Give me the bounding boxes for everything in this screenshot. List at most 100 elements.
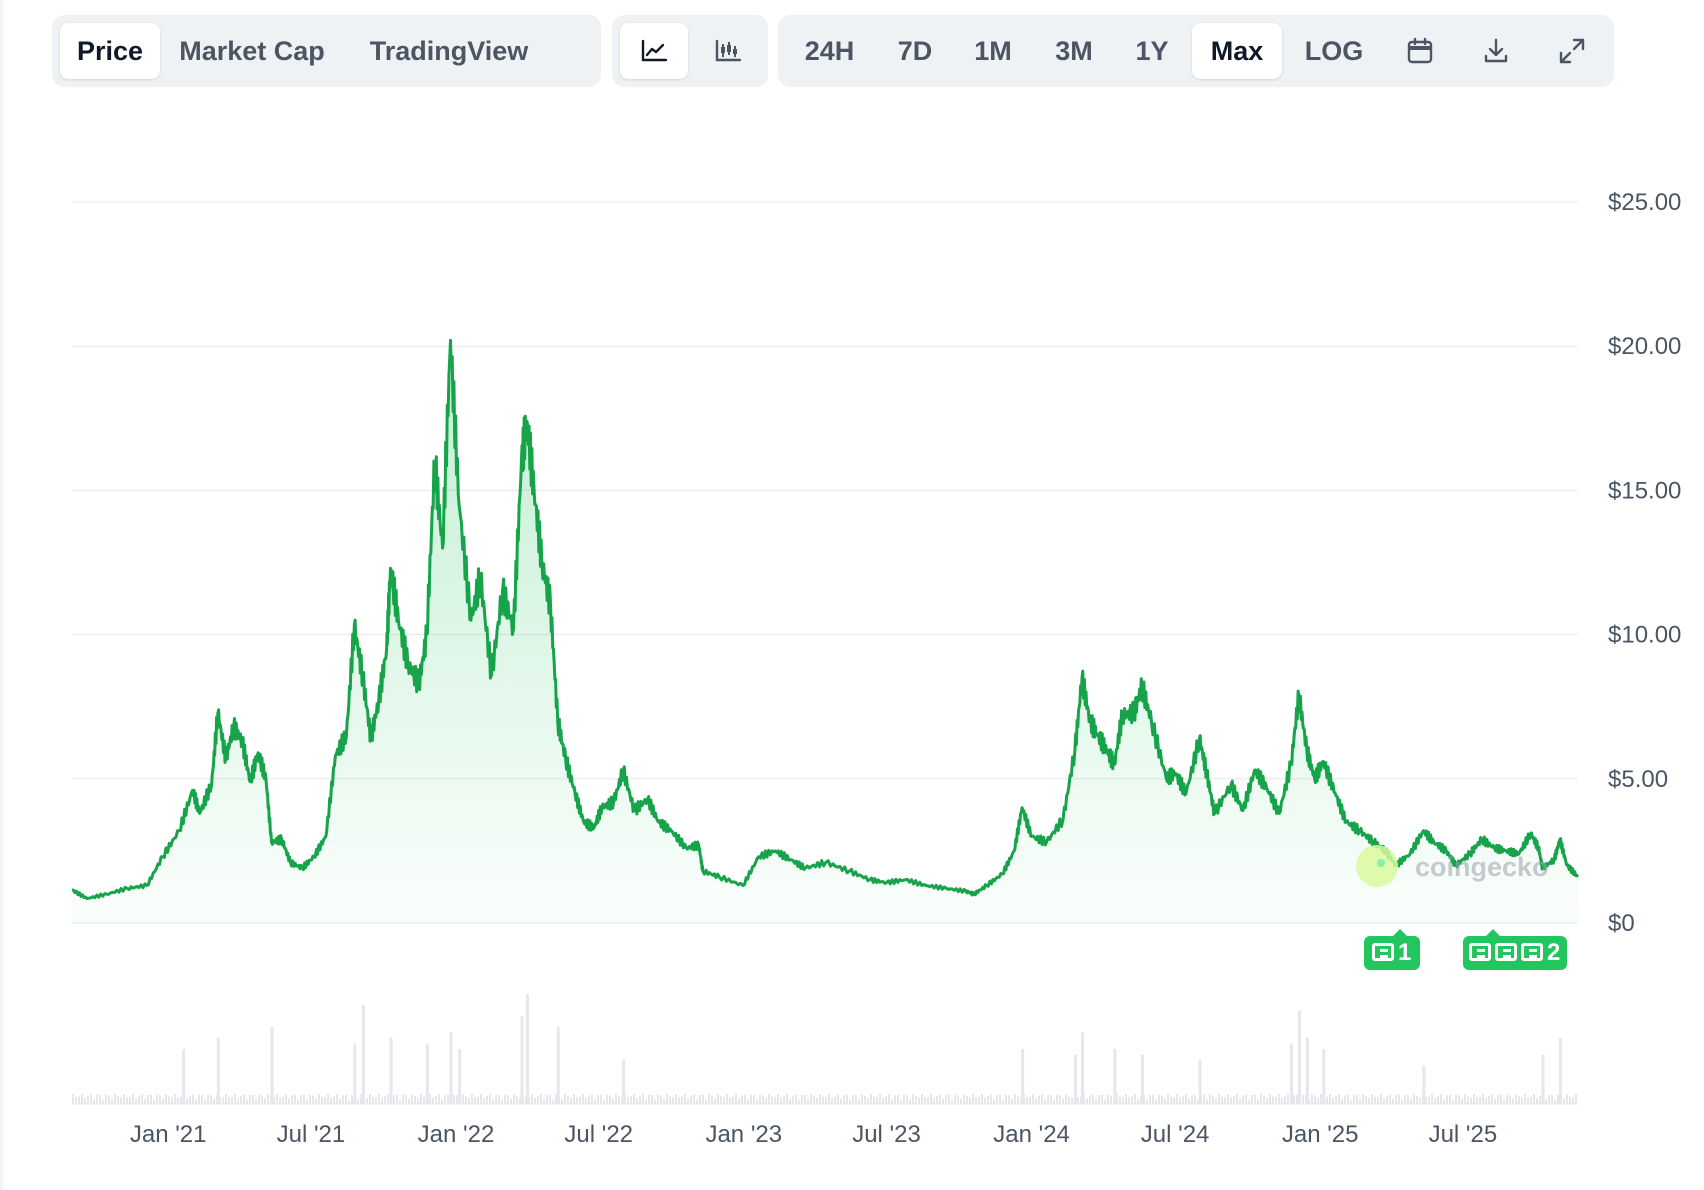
x-tick-label: Jan '24 xyxy=(993,1121,1070,1148)
volume-bar xyxy=(750,1094,752,1104)
volume-bar xyxy=(78,1096,80,1104)
volume-bar xyxy=(360,1094,362,1104)
volume-bar xyxy=(1289,1043,1293,1104)
volume-bar xyxy=(1322,1049,1326,1104)
volume-bar xyxy=(1029,1096,1031,1104)
volume-bar xyxy=(696,1099,698,1104)
range-24h[interactable]: 24H xyxy=(804,36,855,66)
volume-bar xyxy=(1506,1094,1508,1104)
news-count: 1 xyxy=(1398,939,1412,966)
y-tick-label: $15.00 xyxy=(1608,477,1681,504)
volume-bar xyxy=(147,1095,149,1104)
volume-bar xyxy=(447,1094,449,1104)
volume-bar xyxy=(1263,1095,1265,1104)
volume-bar xyxy=(1236,1094,1238,1104)
volume-bar xyxy=(474,1096,476,1104)
volume-bar xyxy=(387,1094,389,1104)
volume-bar xyxy=(204,1099,206,1104)
volume-bar xyxy=(1218,1094,1220,1104)
volume-bar xyxy=(1479,1096,1481,1104)
volume-bar xyxy=(1575,1094,1577,1104)
tab-price[interactable]: Price xyxy=(60,23,160,79)
volume-bar xyxy=(312,1095,314,1104)
volume-bar xyxy=(321,1096,323,1104)
volume-bar xyxy=(681,1096,683,1104)
volume-bar xyxy=(1551,1094,1553,1104)
news-marker-2[interactable]: 2 xyxy=(1463,929,1567,970)
candlestick-icon xyxy=(715,39,742,62)
volume-bar xyxy=(462,1094,464,1104)
volume-bar xyxy=(399,1099,401,1104)
range-max[interactable]: Max xyxy=(1192,23,1282,79)
volume-bar xyxy=(882,1097,884,1104)
volume-bar xyxy=(1470,1097,1472,1104)
volume-bar xyxy=(990,1094,992,1104)
calendar-icon xyxy=(1407,37,1433,64)
volume-bar xyxy=(783,1096,785,1104)
calendar-button[interactable] xyxy=(1386,23,1454,79)
volume-bar xyxy=(1548,1094,1550,1104)
volume-bar xyxy=(1449,1094,1451,1104)
volume-bar xyxy=(636,1098,638,1104)
volume-bar xyxy=(684,1094,686,1104)
volume-bar xyxy=(834,1096,836,1104)
volume-bar xyxy=(1515,1094,1517,1104)
volume-bar xyxy=(849,1099,851,1104)
range-1m[interactable]: 1M xyxy=(974,36,1012,66)
tab-tradingview[interactable]: TradingView xyxy=(369,36,529,66)
volume-bar xyxy=(342,1095,344,1104)
volume-bar xyxy=(279,1097,281,1104)
volume-bar xyxy=(1545,1099,1547,1104)
volume-bar xyxy=(591,1094,593,1104)
volume-bar xyxy=(936,1095,938,1104)
volume-bar xyxy=(585,1098,587,1104)
fullscreen-button[interactable] xyxy=(1538,23,1606,79)
volume-bar xyxy=(1131,1096,1133,1104)
volume-bar xyxy=(449,1032,453,1104)
volume-bar xyxy=(762,1095,764,1104)
volume-bar xyxy=(1044,1099,1046,1104)
volume-bar xyxy=(1056,1094,1058,1104)
volume-bar xyxy=(1541,1054,1545,1104)
line-chart-button[interactable] xyxy=(620,23,688,79)
range-3m[interactable]: 3M xyxy=(1055,36,1093,66)
volume-bar xyxy=(261,1095,263,1104)
volume-bar xyxy=(1371,1094,1373,1104)
range-1y[interactable]: 1Y xyxy=(1135,36,1169,66)
volume-bar xyxy=(1137,1098,1139,1104)
x-tick-label: Jan '25 xyxy=(1282,1121,1359,1148)
download-button[interactable] xyxy=(1462,23,1530,79)
volume-bar xyxy=(495,1095,497,1104)
volume-bar xyxy=(1122,1097,1124,1104)
volume-bar xyxy=(612,1098,614,1104)
candlestick-button[interactable] xyxy=(696,23,760,79)
volume-bar xyxy=(1287,1094,1289,1104)
volume-bar xyxy=(870,1094,872,1104)
volume-bar xyxy=(972,1094,974,1104)
volume-bar xyxy=(582,1094,584,1104)
volume-bar xyxy=(144,1099,146,1104)
volume-bar xyxy=(945,1095,947,1104)
volume-bar xyxy=(1572,1097,1574,1104)
volume-bar xyxy=(1374,1096,1376,1104)
volume-bar xyxy=(1488,1095,1490,1104)
news-marker-1[interactable]: 1 xyxy=(1364,929,1420,970)
volume-bar xyxy=(168,1096,170,1104)
log-scale-toggle[interactable]: LOG xyxy=(1304,36,1364,66)
volume-bar xyxy=(273,1097,275,1104)
volume-bar xyxy=(1554,1099,1556,1104)
volume-bar xyxy=(264,1098,266,1104)
volume-bar xyxy=(1073,1054,1077,1104)
volume-bar xyxy=(759,1094,761,1104)
volume-bar xyxy=(1011,1098,1013,1104)
range-7d[interactable]: 7D xyxy=(897,36,933,66)
volume-bar xyxy=(1275,1097,1277,1104)
volume-bar xyxy=(246,1099,248,1104)
volume-bar xyxy=(471,1094,473,1104)
tab-market-cap[interactable]: Market Cap xyxy=(179,36,325,66)
volume-bar xyxy=(1047,1095,1049,1104)
volume-bar xyxy=(894,1095,896,1104)
x-tick-label: Jan '23 xyxy=(705,1121,782,1148)
volume-bar xyxy=(1527,1097,1529,1104)
